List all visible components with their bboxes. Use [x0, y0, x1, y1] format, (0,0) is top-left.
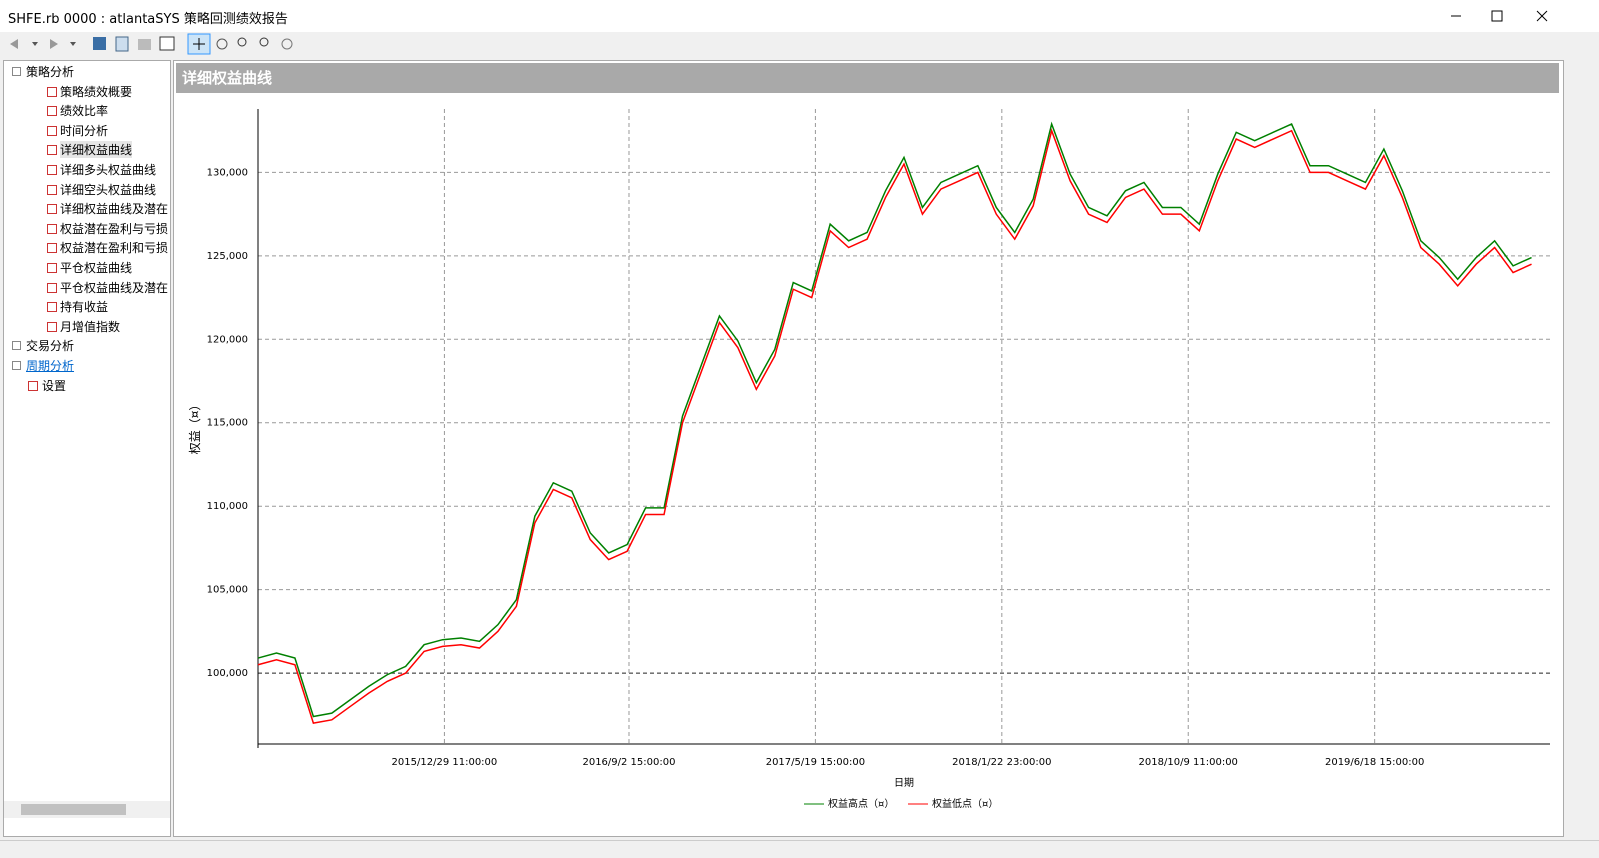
x-axis-label: 日期: [894, 777, 914, 789]
tree-item[interactable]: 平仓权益曲线: [60, 261, 133, 275]
tree-icon: [47, 282, 57, 293]
legend-label: 权益低点（¤）: [932, 797, 998, 810]
tree-item[interactable]: 策略分析: [26, 65, 75, 79]
tree-icon: [47, 145, 57, 156]
tree-icon: [47, 106, 57, 117]
chart: 100,000 105,000 110,000 115,000 120,000 125,0…: [188, 109, 1550, 810]
toolbar: [0, 32, 1599, 56]
tree-icon: [47, 125, 57, 136]
tree-icon: [28, 380, 38, 391]
tree-icon: [47, 302, 57, 313]
tree-item[interactable]: 详细权益曲线及潜在: [60, 202, 169, 217]
x-tick-label: 2018/1/22 23:00:00: [952, 757, 1051, 768]
status-bar: [0, 840, 1599, 858]
tree-item[interactable]: 设置: [42, 378, 67, 393]
panel-title: 详细权益曲线: [176, 63, 1559, 93]
y-tick-label: 100,000: [207, 668, 248, 679]
window-title: SHFE.rb 0000 : atlantaSYS 策略回测绩效报告: [8, 12, 288, 27]
tree-item[interactable]: 交易分析: [26, 339, 75, 354]
toolbar-icons[interactable]: [0, 32, 300, 56]
chart-panel: 详细权益曲线 100,000 105,000 110,000 115,000 120,0…: [173, 60, 1564, 837]
x-tick-label: 2017/5/19 15:00:00: [766, 757, 865, 768]
y-tick-label: 105,000: [207, 585, 248, 596]
y-axis-label: 权益（¤）: [188, 399, 202, 455]
tree-item[interactable]: 时间分析: [60, 123, 109, 138]
tree-icon: [12, 361, 21, 370]
tree-item[interactable]: 持有收益: [60, 300, 109, 315]
tree-item[interactable]: 权益潜在盈利和亏损: [60, 241, 169, 256]
tree-icon: [47, 321, 57, 332]
tree-icon: [12, 67, 21, 76]
tree-item[interactable]: 详细多头权益曲线: [60, 163, 157, 177]
x-tick-label: 2016/9/2 15:00:00: [582, 757, 675, 768]
title-bar: SHFE.rb 0000 : atlantaSYS 策略回测绩效报告: [0, 0, 1599, 32]
y-tick-label: 130,000: [207, 167, 248, 178]
tree-icon: [47, 184, 57, 195]
tree-icon: [47, 263, 57, 273]
tree-item[interactable]: 月增值指数: [60, 319, 121, 334]
window-controls[interactable]: [1440, 0, 1599, 32]
tree-icon: [47, 165, 57, 175]
tree-item[interactable]: 周期分析: [26, 359, 75, 373]
x-tick-label: 2019/6/18 15:00:00: [1325, 757, 1424, 768]
scroll-thumb[interactable]: [21, 804, 126, 815]
tree-icon: [47, 86, 57, 97]
equity-line: [257, 128, 1532, 724]
tree-item[interactable]: 平仓权益曲线及潜在: [60, 280, 169, 295]
tree-item[interactable]: 策略绩效概要: [60, 84, 133, 99]
x-tick-label: 2018/10/9 11:00:00: [1139, 757, 1238, 768]
tree-item[interactable]: 详细权益曲线: [60, 141, 133, 159]
x-tick-label: 2015/12/29 11:00:00: [392, 757, 498, 768]
tree-panel: 策略分析策略绩效概要 绩效比率时间分析详细权益曲线详细多头权益曲线 详细空头权益曲线…: [3, 60, 171, 837]
tree-item[interactable]: 绩效比率: [60, 104, 109, 119]
equity-line: [257, 121, 1532, 718]
tree-icon: [47, 243, 57, 254]
y-tick-label: 125,000: [207, 251, 248, 262]
tree-item[interactable]: 权益潜在盈利与亏损: [60, 221, 169, 236]
y-tick-label: 120,000: [207, 334, 248, 345]
legend-label: 权益高点（¤）: [828, 797, 894, 810]
tree-item[interactable]: 详细空头权益曲线: [60, 182, 157, 197]
scrollbar[interactable]: [4, 801, 170, 818]
tree-icon: [12, 341, 21, 351]
tree-icon: [47, 204, 57, 215]
y-tick-label: 110,000: [207, 501, 248, 512]
y-tick-label: 115,000: [207, 418, 248, 429]
tree-icon: [47, 223, 57, 234]
